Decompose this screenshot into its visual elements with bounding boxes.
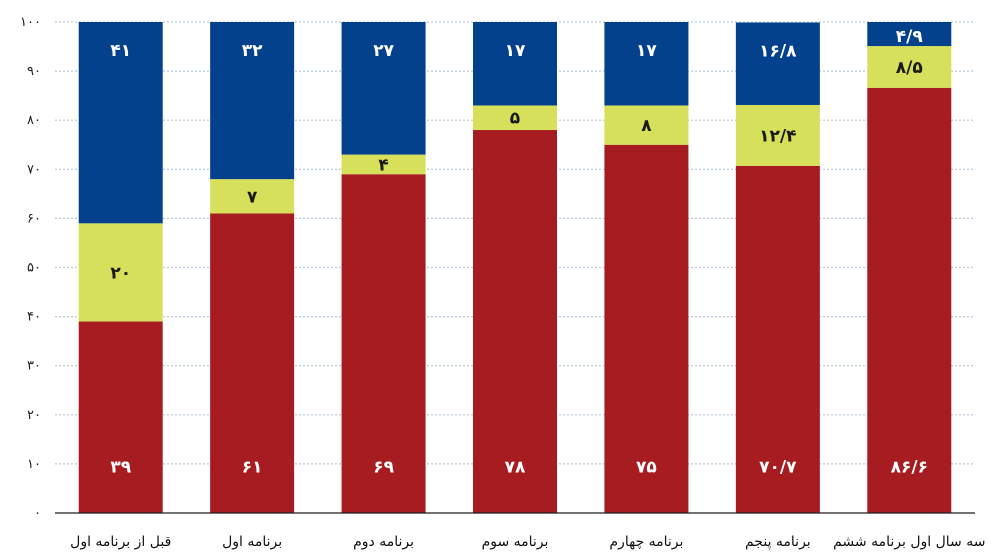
- bar-segment: [210, 213, 295, 514]
- bar-segment: [341, 154, 426, 175]
- bar-segment: [78, 321, 163, 513]
- y-tick-label: ۴۰: [27, 310, 41, 325]
- category-label: برنامه دوم: [353, 534, 414, 550]
- category-label: برنامه سوم: [482, 534, 549, 550]
- category-label: برنامه چهارم: [609, 534, 683, 550]
- data-label: ۴۱: [110, 41, 131, 61]
- data-label: ۶۱: [242, 457, 263, 477]
- data-label: ۱۷: [636, 41, 657, 61]
- bar-segment: [78, 22, 163, 224]
- bar-segment: [604, 105, 689, 145]
- y-tick-label: ۵۰: [27, 261, 41, 276]
- bar-segment: [341, 22, 426, 155]
- bar-segment: [867, 46, 952, 88]
- data-label: ۸: [641, 116, 652, 136]
- category-label: قبل از برنامه اول: [70, 534, 171, 550]
- data-label: ۷۰/۷: [759, 457, 797, 477]
- y-tick-label: ۶۰: [27, 211, 41, 226]
- data-label: ۸۶/۶: [891, 457, 928, 477]
- y-tick-label: ۰: [34, 506, 41, 521]
- data-label: ۷۵: [636, 457, 657, 477]
- category-label: برنامه پنجم: [745, 534, 811, 550]
- data-label: ۸/۵: [896, 58, 923, 78]
- bar-segment: [735, 165, 820, 513]
- data-label: ۴/۹: [896, 27, 924, 47]
- data-label: ۲۰: [110, 263, 131, 283]
- y-tick-label: ۱۰: [27, 457, 41, 472]
- data-label: ۲۷: [373, 41, 394, 61]
- bar-segment: [341, 174, 426, 513]
- bar-segment: [604, 22, 689, 106]
- data-label: ۷۸: [505, 457, 526, 477]
- data-label: ۳۲: [242, 41, 263, 61]
- bar-segment: [473, 22, 557, 106]
- bar-segment: [210, 179, 295, 214]
- data-label: ۴: [378, 155, 388, 175]
- data-label: ۷: [247, 187, 258, 207]
- y-tick-label: ۱۰۰: [20, 15, 41, 30]
- data-label: ۱۲/۴: [759, 126, 796, 146]
- data-label: ۶۹: [373, 457, 394, 477]
- bar-segment: [473, 130, 557, 513]
- bar-segment: [210, 22, 295, 180]
- y-tick-label: ۹۰: [27, 64, 41, 79]
- bar-segment: [735, 104, 820, 166]
- y-tick-label: ۲۰: [27, 408, 41, 423]
- data-label: ۱۷: [505, 41, 526, 61]
- data-label: ۳۹: [110, 457, 131, 477]
- y-tick-label: ۳۰: [27, 359, 41, 374]
- bar-segment: [867, 87, 952, 513]
- category-label: برنامه اول: [222, 534, 282, 550]
- bar-segment: [867, 22, 952, 47]
- y-tick-label: ۸۰: [27, 113, 41, 128]
- bar-segment: [78, 223, 163, 322]
- bar-segment: [473, 105, 557, 131]
- bar-segment: [604, 144, 689, 513]
- bar-segment: [735, 22, 820, 105]
- data-label: ۵: [510, 109, 520, 129]
- data-label: ۱۶/۸: [759, 41, 797, 61]
- category-label: سه سال اول برنامه ششم: [833, 534, 985, 550]
- y-tick-label: ۷۰: [27, 162, 41, 177]
